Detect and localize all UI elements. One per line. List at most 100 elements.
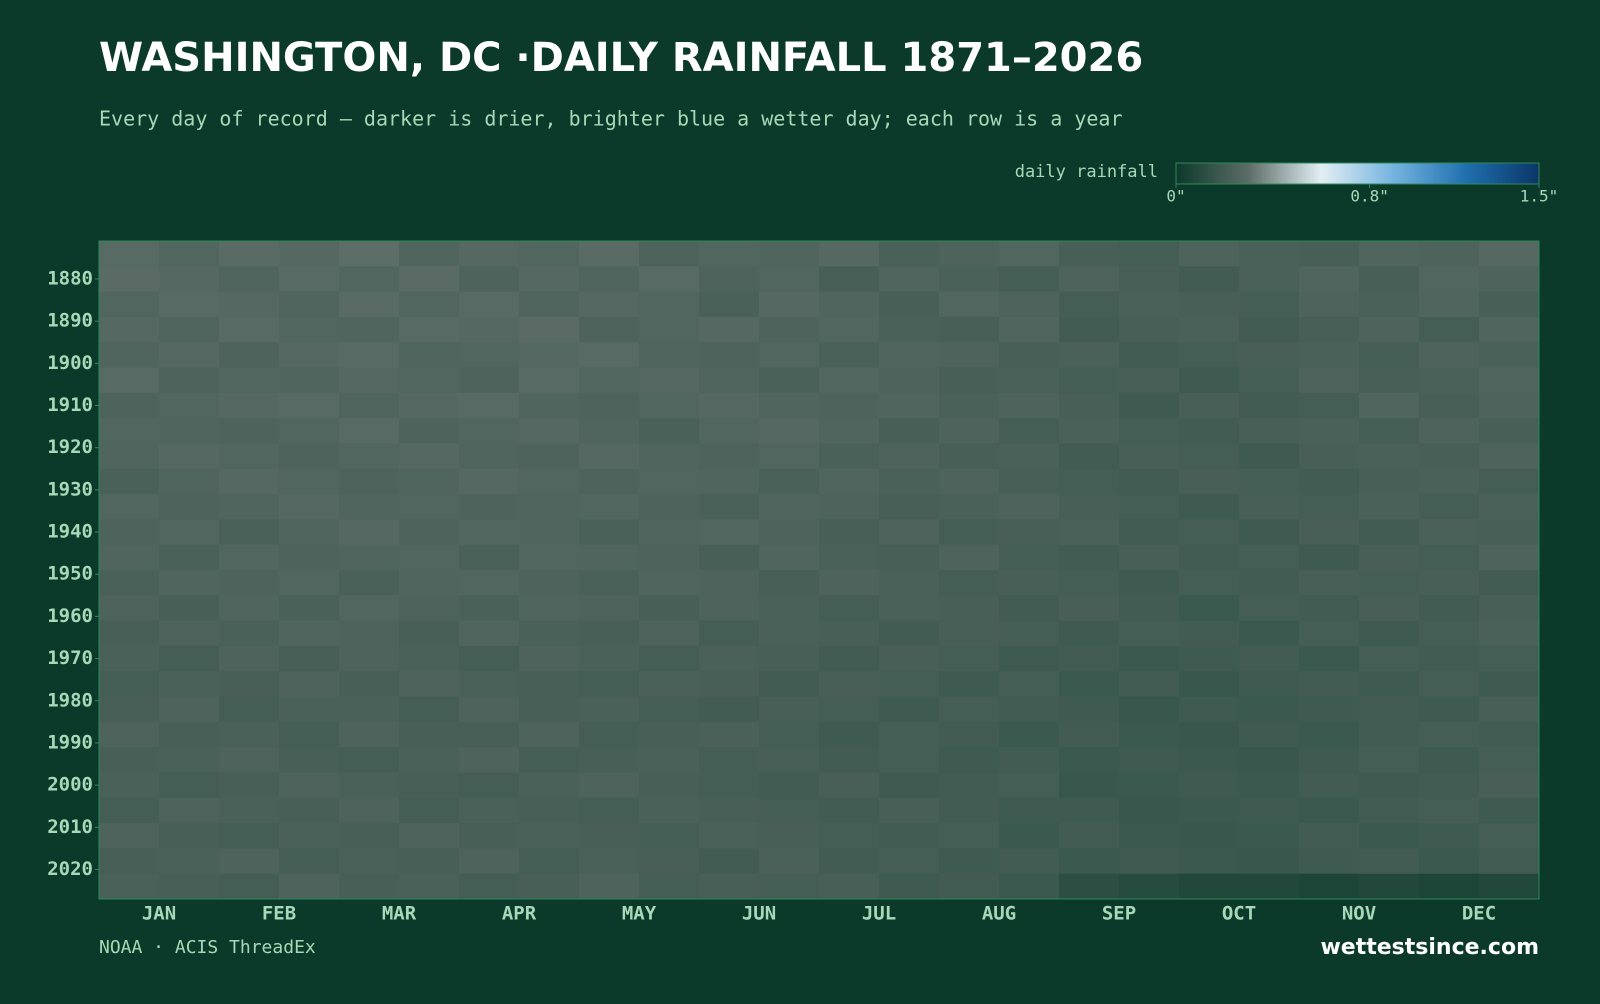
heatmap-cell	[159, 696, 220, 723]
heatmap-cell	[1179, 468, 1240, 495]
heatmap-cell	[699, 316, 760, 343]
heatmap-cell	[699, 823, 760, 849]
heatmap-cell	[99, 595, 160, 622]
heatmap-cell	[1239, 266, 1300, 293]
heatmap-cell	[579, 797, 640, 824]
heatmap-cell	[639, 468, 700, 495]
heatmap-cell	[1359, 595, 1420, 622]
heatmap-cell	[939, 620, 1000, 647]
heatmap-cell	[1059, 721, 1120, 748]
heatmap-cell	[699, 367, 760, 394]
heatmap-cell	[1419, 823, 1480, 849]
heatmap-cell	[99, 392, 160, 419]
heatmap-cell	[1179, 291, 1240, 318]
heatmap-cell	[1359, 544, 1420, 571]
heatmap-cell	[99, 519, 160, 546]
heatmap-cell	[219, 747, 280, 773]
heatmap-cell	[579, 823, 640, 849]
heatmap-cell	[1119, 747, 1180, 773]
heatmap-cell	[159, 772, 220, 799]
heatmap-cell	[459, 620, 520, 647]
heatmap-cell	[819, 595, 880, 622]
heatmap-cell	[1299, 367, 1360, 394]
heatmap-cell	[399, 316, 460, 343]
heatmap-cell	[1299, 721, 1360, 748]
heatmap-cell	[1419, 747, 1480, 773]
heatmap-cell	[519, 342, 580, 369]
heatmap-cell	[1239, 443, 1300, 470]
heatmap-cell	[579, 392, 640, 419]
heatmap-cell	[879, 873, 940, 900]
heatmap-cell	[159, 544, 220, 571]
heatmap-cell	[1119, 367, 1180, 394]
heatmap-cell	[939, 772, 1000, 799]
heatmap-cell	[579, 595, 640, 622]
heatmap-cell	[459, 645, 520, 672]
heatmap-cell	[339, 848, 400, 875]
heatmap-cell	[279, 645, 340, 672]
heatmap-cell	[399, 671, 460, 698]
heatmap-cell	[1359, 468, 1420, 495]
heatmap-cell	[459, 519, 520, 546]
heatmap-cell	[1239, 721, 1300, 748]
heatmap-cell	[699, 392, 760, 419]
heatmap-cell	[939, 367, 1000, 394]
heatmap-cell	[579, 544, 640, 571]
heatmap-cell	[999, 367, 1060, 394]
heatmap-cell	[339, 772, 400, 799]
heatmap-cell	[699, 747, 760, 773]
heatmap-cell	[1119, 519, 1180, 546]
y-tick-label: 2000	[47, 774, 93, 796]
heatmap-cell	[1119, 494, 1180, 520]
heatmap-cell	[279, 291, 340, 318]
heatmap-cell	[759, 595, 820, 622]
heatmap-cell	[1479, 367, 1540, 394]
heatmap-cell	[1419, 544, 1480, 571]
heatmap-cell	[399, 367, 460, 394]
heatmap-cell	[639, 873, 700, 900]
colorbar-label: daily rainfall	[1015, 162, 1158, 182]
heatmap-cell	[1179, 241, 1240, 267]
heatmap-cell	[759, 747, 820, 773]
heatmap-cell	[1059, 519, 1120, 546]
heatmap-cell	[1059, 848, 1120, 875]
heatmap-cell	[1179, 645, 1240, 672]
heatmap-cell	[579, 747, 640, 773]
heatmap-cell	[759, 671, 820, 698]
heatmap-cell	[99, 342, 160, 369]
heatmap-cell	[159, 595, 220, 622]
heatmap-cell	[1479, 721, 1540, 748]
heatmap-cell	[1179, 772, 1240, 799]
heatmap-cell	[519, 494, 580, 520]
heatmap-cell	[819, 418, 880, 444]
heatmap-cell	[999, 620, 1060, 647]
heatmap-cell	[1179, 266, 1240, 293]
heatmap-cell	[399, 519, 460, 546]
heatmap-cell	[219, 443, 280, 470]
heatmap-cell	[339, 291, 400, 318]
heatmap-cell	[759, 443, 820, 470]
heatmap-cell	[879, 823, 940, 849]
chart-title: WASHINGTON, DC ·DAILY RAINFALL 1871–2026	[99, 35, 1143, 81]
heatmap-cell	[1479, 747, 1540, 773]
heatmap-cell	[879, 367, 940, 394]
heatmap-cell	[99, 772, 160, 799]
heatmap-cell	[159, 241, 220, 267]
heatmap-cell	[339, 241, 400, 267]
y-tick-label: 1940	[47, 521, 93, 543]
heatmap-cell	[99, 367, 160, 394]
heatmap-cell	[939, 392, 1000, 419]
heatmap-cell	[159, 747, 220, 773]
heatmap-cell	[279, 316, 340, 343]
heatmap-cell	[159, 645, 220, 672]
heatmap-cell	[939, 721, 1000, 748]
heatmap-cell	[999, 241, 1060, 267]
heatmap-cell	[459, 747, 520, 773]
heatmap-cell	[1059, 620, 1120, 647]
heatmap-cell	[1299, 266, 1360, 293]
heatmap-cell	[579, 494, 640, 520]
y-tick-label: 1930	[47, 478, 93, 500]
heatmap-cell	[999, 342, 1060, 369]
heatmap-cell	[999, 291, 1060, 318]
heatmap-cell	[999, 494, 1060, 520]
